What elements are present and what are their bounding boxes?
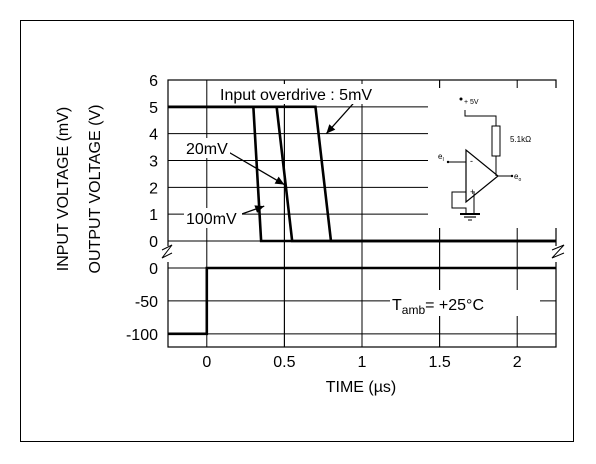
supply-label: + 5V [464,99,479,106]
output-tick-label-3: 3 [149,154,158,171]
data-series [168,105,556,336]
left-break-mask [162,246,172,262]
x-tick-label-4: 2 [513,354,522,371]
annotation-100mv: 100mV [186,211,237,228]
noninverting-input-symbol: + [470,187,475,197]
input-tick-label-1: -50 [135,294,158,311]
resistor-label: 5.1kΩ [510,135,531,144]
x-tick-label-2: 1 [358,354,367,371]
supply-node [459,97,463,101]
axis-break-marks [161,244,566,262]
output-tick-label-6: 6 [149,73,158,90]
annotation-arrows [224,95,361,216]
input-tick-label-0: 0 [149,261,158,278]
reference-wire [451,191,467,214]
output-tick-label-4: 4 [149,127,158,144]
arrow-100mv-head [254,205,265,213]
overdrive-label-bg [218,84,438,104]
left-break-mark [161,244,173,259]
output-node [510,174,514,178]
right-break-mark [551,244,565,259]
inverting-input-symbol: - [470,156,473,166]
comparator-circuit-diagram: + 5V 5.1kΩ eo - + eI [428,88,558,228]
temperature-annotation: Tamb= +25°C [392,297,484,317]
tick-labels: 0 1 2 3 4 5 6 0 -50 -100 0 0.5 1 1.5 2 [126,73,522,371]
x-tick-label-0: 0 [202,354,211,371]
y-axis-title-output: OUTPUT VOLTAGE (V) [87,105,104,274]
input-series-0 [168,266,556,336]
output-series-5mV [168,105,556,243]
temperature-bg [390,290,540,316]
arrow-5mv-head [326,124,336,134]
circuit-bg [428,88,558,228]
input-node [446,160,450,164]
input-label: eI [438,152,444,163]
annotation-100mv-bg [184,208,242,228]
annotation-20mv: 20mV [186,141,228,158]
arrow-20mv-head [274,176,285,185]
annotation-5mv: Input overdrive : 5mV [220,87,372,104]
annotation-20mv-bg [184,138,230,158]
x-tick-label-3: 1.5 [428,354,450,371]
x-tick-label-1: 0.5 [273,354,295,371]
comparator-symbol [465,148,499,204]
supply-wire [464,110,497,126]
output-tick-label-5: 5 [149,100,158,117]
right-break-mask [552,246,566,262]
input-tick-label-2: -100 [126,327,158,344]
output-label: eo [514,172,521,183]
output-tick-label-0: 0 [149,234,158,251]
output-tick-label-1: 1 [149,207,158,224]
output-tick-label-2: 2 [149,180,158,197]
arrow-20mv-shaft [224,149,285,186]
x-axis-title: TIME (µs) [326,379,397,396]
y-axis-title-input: INPUT VOLTAGE (mV) [55,107,72,271]
